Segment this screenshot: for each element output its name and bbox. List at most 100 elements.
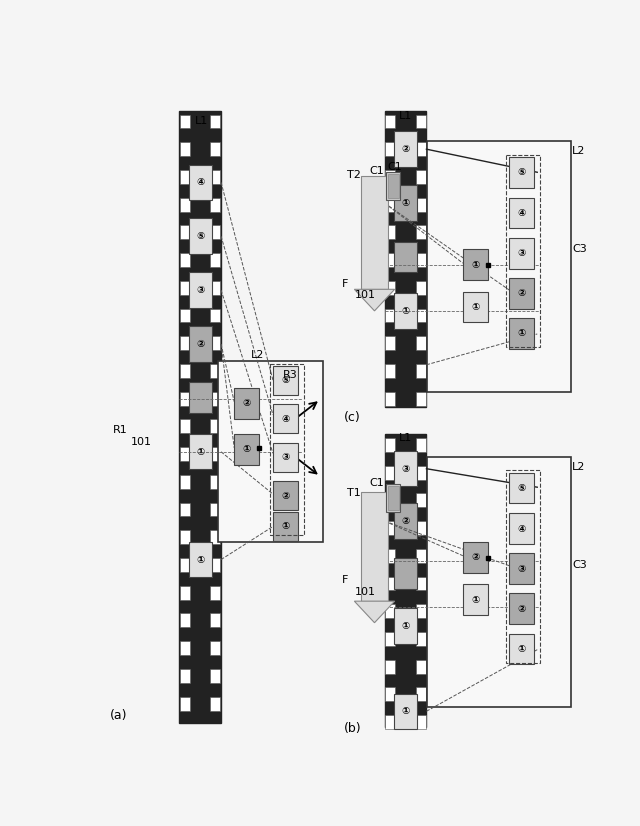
Text: ④: ④ <box>281 414 289 424</box>
Text: ①: ① <box>471 302 479 312</box>
Bar <box>210 614 220 627</box>
Bar <box>385 170 396 184</box>
Bar <box>180 309 190 322</box>
Bar <box>509 472 534 503</box>
Bar <box>385 687 396 701</box>
Bar <box>385 548 396 563</box>
Text: ①: ① <box>243 444 251 454</box>
Text: ⑤: ⑤ <box>518 483 526 493</box>
Bar <box>506 154 540 347</box>
Bar <box>273 481 298 510</box>
Bar <box>210 142 220 156</box>
Bar <box>394 185 417 221</box>
Text: L2: L2 <box>250 349 264 360</box>
Bar <box>394 694 417 729</box>
Bar <box>415 336 426 350</box>
Bar <box>394 558 417 589</box>
Text: 101: 101 <box>355 587 376 597</box>
Text: F: F <box>342 576 348 586</box>
Text: ②: ② <box>196 339 204 349</box>
Bar <box>415 548 426 563</box>
Text: 101: 101 <box>131 437 152 447</box>
Text: ②: ② <box>243 398 251 408</box>
Bar <box>180 115 190 128</box>
Bar <box>509 514 534 544</box>
Text: (b): (b) <box>344 723 361 735</box>
Bar <box>270 364 304 535</box>
Polygon shape <box>355 289 395 311</box>
Text: ⑤: ⑤ <box>196 231 204 241</box>
Bar <box>180 170 190 184</box>
Bar <box>218 361 323 542</box>
Bar <box>210 420 220 434</box>
Bar <box>234 434 259 465</box>
Bar <box>210 392 220 406</box>
Bar <box>180 142 190 156</box>
Bar <box>234 388 259 419</box>
Bar <box>210 696 220 710</box>
Bar <box>428 141 571 392</box>
Bar <box>180 475 190 489</box>
Bar <box>189 542 212 577</box>
Text: L1: L1 <box>399 433 413 443</box>
Bar <box>385 632 396 646</box>
Text: T2: T2 <box>348 169 361 179</box>
Bar <box>415 521 426 535</box>
Bar <box>189 434 212 469</box>
Bar <box>273 512 298 541</box>
Text: ②: ② <box>518 604 526 614</box>
Bar <box>415 170 426 184</box>
Text: ②: ② <box>471 553 479 563</box>
Text: ④: ④ <box>518 208 526 218</box>
Bar <box>388 173 399 198</box>
Bar <box>385 364 396 377</box>
Bar <box>394 451 417 487</box>
Bar <box>509 238 534 268</box>
Text: ①: ① <box>401 306 410 316</box>
Bar <box>210 197 220 211</box>
Bar <box>180 696 190 710</box>
Text: ⑤: ⑤ <box>518 168 526 178</box>
Bar <box>385 197 396 211</box>
Bar <box>273 366 298 395</box>
Text: ③: ③ <box>518 564 526 574</box>
Bar <box>385 715 396 729</box>
Text: ⑤: ⑤ <box>281 375 289 385</box>
Bar <box>180 641 190 655</box>
Bar <box>180 281 190 295</box>
Bar <box>210 225 220 240</box>
Text: ④: ④ <box>196 178 204 188</box>
Bar <box>415 197 426 211</box>
Bar <box>210 309 220 322</box>
Bar <box>385 253 396 267</box>
Bar <box>463 292 488 322</box>
Text: L2: L2 <box>572 463 586 472</box>
Bar <box>415 687 426 701</box>
Bar <box>415 466 426 480</box>
Bar <box>506 470 540 662</box>
Text: ②: ② <box>281 491 289 501</box>
Bar <box>385 309 396 322</box>
Bar <box>210 170 220 184</box>
Bar <box>210 530 220 544</box>
Bar <box>210 364 220 377</box>
Bar <box>415 605 426 618</box>
Bar <box>463 249 488 280</box>
Text: ①: ① <box>471 595 479 605</box>
Bar <box>273 443 298 472</box>
Bar <box>180 530 190 544</box>
Text: ②: ② <box>401 516 410 526</box>
Text: ①: ① <box>518 644 526 654</box>
Bar <box>180 502 190 516</box>
Bar <box>210 336 220 350</box>
Text: ①: ① <box>401 198 410 208</box>
Bar <box>509 278 534 309</box>
Text: ②: ② <box>518 288 526 298</box>
Bar <box>415 142 426 156</box>
Text: ③: ③ <box>518 248 526 258</box>
Bar <box>394 131 417 167</box>
Bar <box>210 281 220 295</box>
Bar <box>180 392 190 406</box>
Text: ①: ① <box>196 447 204 457</box>
Bar <box>189 218 212 254</box>
